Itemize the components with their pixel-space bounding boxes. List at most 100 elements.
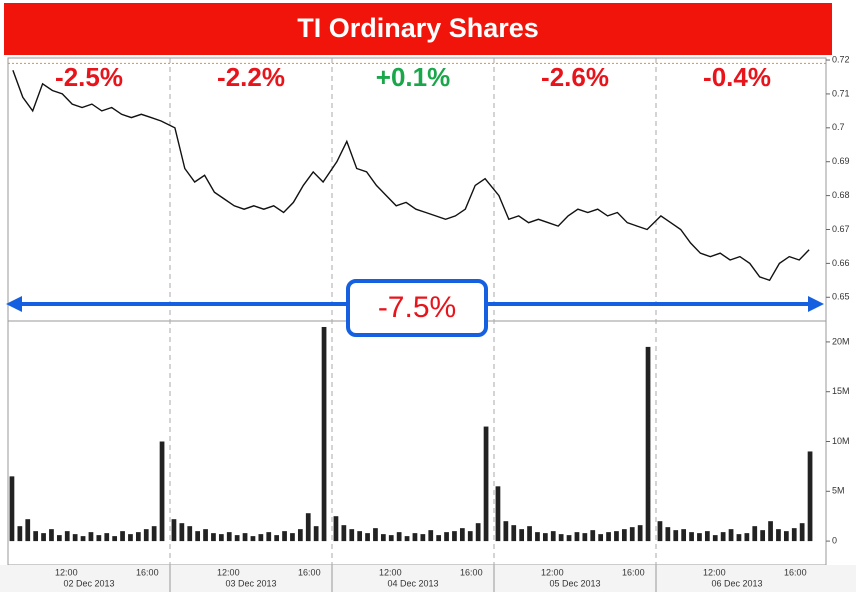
- volume-bar: [88, 532, 94, 542]
- total-change: -7.5%: [378, 291, 456, 324]
- day-change: -2.2%: [217, 62, 285, 92]
- volume-bar: [689, 532, 694, 542]
- x-date-label: 02 Dec 2013: [63, 578, 114, 588]
- volume-bar: [305, 513, 311, 542]
- volume-bar: [558, 534, 564, 542]
- volume-bar: [535, 532, 540, 542]
- volume-bar: [274, 535, 280, 542]
- volume-bar: [179, 523, 185, 542]
- volume-bar: [120, 531, 125, 542]
- volume-bar: [791, 528, 797, 542]
- volume-bar: [807, 451, 813, 542]
- day-change: +0.1%: [376, 62, 450, 92]
- volume-bar: [542, 533, 548, 542]
- volume-bar: [9, 476, 15, 542]
- y-tick-label: 10M: [832, 436, 850, 446]
- volume-bar: [404, 536, 410, 542]
- volume-bar: [143, 529, 149, 542]
- volume-bar: [135, 532, 141, 542]
- volume-bar: [104, 533, 110, 542]
- volume-bar: [151, 526, 157, 542]
- volume-bar: [665, 527, 671, 542]
- y-tick-label: 0.65: [832, 292, 850, 302]
- chart-title: TI Ordinary Shares: [297, 13, 539, 43]
- volume-bar: [41, 533, 46, 542]
- volume-bar: [341, 525, 347, 542]
- volume-bar: [783, 531, 789, 542]
- volume-bar: [736, 534, 742, 542]
- volume-bar: [452, 531, 457, 542]
- volume-bar: [459, 528, 465, 542]
- volume-bar: [373, 528, 378, 542]
- x-axis-band: [0, 565, 856, 592]
- volume-bar: [80, 536, 86, 542]
- volume-bar: [776, 529, 781, 542]
- volume-bar: [412, 533, 418, 542]
- x-date-label: 03 Dec 2013: [225, 578, 276, 588]
- volume-bar: [704, 531, 710, 542]
- volume-bar: [290, 533, 295, 542]
- volume-bar: [242, 533, 248, 542]
- volume-bar: [226, 532, 232, 542]
- volume-bar: [681, 529, 687, 542]
- volume-bar: [250, 536, 256, 542]
- volume-bar: [365, 533, 370, 542]
- y-tick-label: 5M: [832, 486, 845, 496]
- volume-bar: [527, 526, 532, 542]
- volume-bar: [550, 531, 556, 542]
- volume-bar: [17, 526, 23, 542]
- volume-bar: [519, 529, 525, 542]
- volume-bar: [712, 535, 718, 542]
- volume-bar: [673, 530, 679, 542]
- volume-bar: [760, 530, 766, 542]
- volume-bar: [637, 525, 643, 542]
- volume-bar: [112, 536, 118, 542]
- volume-bar: [574, 532, 580, 542]
- volume-bar: [606, 532, 611, 542]
- volume-bar: [187, 526, 193, 542]
- day-change: -2.5%: [55, 62, 123, 92]
- volume-bar: [96, 535, 102, 542]
- volume-bar: [72, 534, 78, 542]
- volume-bar: [752, 526, 758, 542]
- arrow-head-left: [6, 296, 22, 312]
- y-tick-label: 0.68: [832, 190, 850, 200]
- volume-bar: [598, 534, 604, 542]
- x-time-label: 16:00: [622, 567, 645, 577]
- x-time-label: 16:00: [460, 567, 483, 577]
- volume-bar: [728, 529, 734, 542]
- x-time-label: 12:00: [217, 567, 240, 577]
- volume-bar: [799, 523, 805, 542]
- volume-bar: [645, 346, 651, 542]
- volume-bar: [56, 535, 62, 542]
- volume-bar: [614, 531, 619, 542]
- x-date-label: 04 Dec 2013: [387, 578, 438, 588]
- volume-bar: [657, 521, 663, 542]
- x-time-label: 16:00: [298, 567, 321, 577]
- x-date-label: 06 Dec 2013: [711, 578, 762, 588]
- volume-bar: [475, 523, 481, 542]
- volume-bar: [396, 532, 402, 542]
- volume-bar: [444, 532, 449, 542]
- title-banner: [4, 3, 832, 55]
- volume-bar: [483, 426, 489, 542]
- day-change: -0.4%: [703, 62, 771, 92]
- volume-bar: [495, 486, 501, 542]
- volume-bar: [25, 519, 31, 542]
- volume-bar: [428, 530, 434, 542]
- volume-bar: [159, 441, 165, 542]
- volume-bar: [590, 530, 596, 542]
- volume-bar: [388, 535, 394, 542]
- volume-bar: [195, 531, 201, 542]
- volume-bar: [333, 516, 339, 542]
- volume-bar: [744, 533, 750, 542]
- volume-bar: [211, 533, 216, 542]
- volume-bar: [203, 529, 208, 542]
- volume-bar: [566, 535, 572, 542]
- volume-bar: [349, 529, 355, 542]
- volume-bar: [467, 531, 473, 542]
- x-time-label: 12:00: [541, 567, 564, 577]
- volume-bar: [218, 534, 224, 542]
